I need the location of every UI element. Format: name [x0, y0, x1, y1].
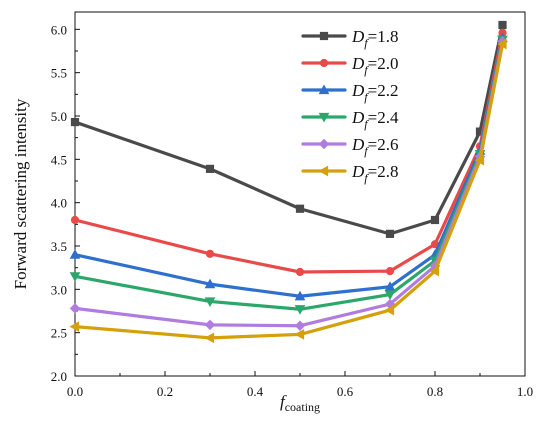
- x-axis-title-main: f: [280, 392, 287, 411]
- legend-marker-3: [318, 112, 330, 123]
- data-point-5-3: [384, 304, 395, 316]
- series-line-1: [73, 31, 505, 274]
- legend-label-main: D: [351, 27, 365, 46]
- series-line-4: [73, 39, 505, 328]
- legend-label-sub: f: [364, 144, 369, 158]
- legend-marker-0: [319, 31, 329, 41]
- y-tick-label: 4.5: [51, 152, 67, 167]
- x-tick-label: 0.6: [337, 384, 354, 399]
- data-point-5-0: [69, 321, 80, 332]
- legend-label-3: Df=2.4: [351, 108, 399, 131]
- legend-marker-4: [318, 138, 330, 150]
- series-0: [70, 20, 507, 238]
- data-point-1-0: [70, 215, 80, 225]
- data-point-2-1: [204, 278, 216, 289]
- y-tick-label: 2.5: [51, 326, 67, 341]
- data-point-5-1: [204, 332, 215, 344]
- data-point-0-4: [430, 215, 440, 225]
- legend-label-sub: f: [364, 171, 369, 185]
- legend-label-0: Df=1.8: [351, 27, 398, 50]
- legend-label-4: Df=2.6: [351, 135, 398, 158]
- data-point-5-2: [294, 329, 305, 340]
- legend-label-value: =1.8: [368, 27, 399, 46]
- data-point-2-2: [294, 290, 306, 301]
- data-point-0-3: [385, 229, 395, 238]
- data-point-2-0: [69, 249, 81, 259]
- legend-label-main: D: [351, 135, 365, 154]
- y-tick-label: 5.0: [51, 109, 67, 124]
- data-point-4-0: [69, 303, 81, 314]
- data-point-0-6: [498, 20, 507, 30]
- x-axis-title: fcoating: [280, 392, 320, 414]
- legend: Df=1.8Df=2.0Df=2.2Df=2.4Df=2.6Df=2.8: [301, 27, 399, 185]
- series-2: [69, 32, 508, 301]
- data-point-5-5: [474, 154, 485, 166]
- legend-label-main: D: [351, 108, 365, 127]
- legend-label-sub: f: [364, 117, 369, 131]
- data-point-5-4: [429, 265, 440, 277]
- x-tick-label: 0.4: [247, 384, 264, 399]
- legend-marker-5: [318, 165, 329, 177]
- y-tick-label: 5.5: [51, 66, 67, 81]
- legend-label-main: D: [351, 54, 365, 73]
- data-point-3-3: [384, 290, 396, 301]
- data-point-2-3: [384, 281, 396, 291]
- data-point-4-2: [294, 320, 306, 331]
- legend-label-value: =2.8: [368, 162, 399, 181]
- y-tick-label: 3.0: [51, 282, 67, 297]
- legend-label-main: D: [351, 162, 365, 181]
- legend-label-sub: f: [364, 63, 369, 77]
- x-tick-label: 1.0: [517, 384, 533, 399]
- series-3: [69, 35, 508, 315]
- legend-label-value: =2.6: [368, 135, 399, 154]
- data-point-0-0: [70, 117, 80, 127]
- data-point-4-1: [204, 319, 216, 331]
- y-tick-label: 2.0: [51, 369, 67, 384]
- legend-label-sub: f: [364, 90, 369, 104]
- data-point-3-2: [294, 305, 306, 315]
- y-axis-title: Forward scattering intensity: [11, 98, 30, 289]
- y-tick-label: 4.0: [51, 196, 67, 211]
- data-point-5-6: [496, 38, 507, 50]
- data-point-1-1: [205, 249, 215, 258]
- legend-label-value: =2.4: [368, 108, 399, 127]
- data-point-3-0: [69, 272, 81, 282]
- data-point-0-2: [295, 204, 305, 213]
- x-tick-label: 0.0: [67, 384, 83, 399]
- legend-label-1: Df=2.0: [351, 54, 398, 77]
- y-tick-label: 6.0: [51, 22, 67, 37]
- series-line-0: [73, 23, 505, 236]
- legend-label-value: =2.0: [368, 54, 399, 73]
- legend-label-5: Df=2.8: [351, 162, 398, 185]
- data-point-1-2: [295, 267, 305, 277]
- data-point-3-1: [204, 297, 216, 307]
- legend-marker-2: [318, 84, 330, 95]
- series-5: [69, 38, 507, 344]
- data-point-1-3: [385, 267, 395, 276]
- y-tick-label: 3.5: [51, 239, 67, 254]
- x-tick-label: 0.2: [157, 384, 173, 399]
- legend-label-sub: f: [364, 36, 369, 50]
- legend-label-main: D: [351, 81, 365, 100]
- x-axis-title-sub: coating: [285, 400, 320, 414]
- legend-marker-1: [319, 58, 329, 68]
- legend-label-value: =2.2: [368, 81, 399, 100]
- x-tick-label: 0.8: [427, 384, 443, 399]
- legend-label-2: Df=2.2: [351, 81, 398, 104]
- data-point-0-1: [205, 164, 215, 173]
